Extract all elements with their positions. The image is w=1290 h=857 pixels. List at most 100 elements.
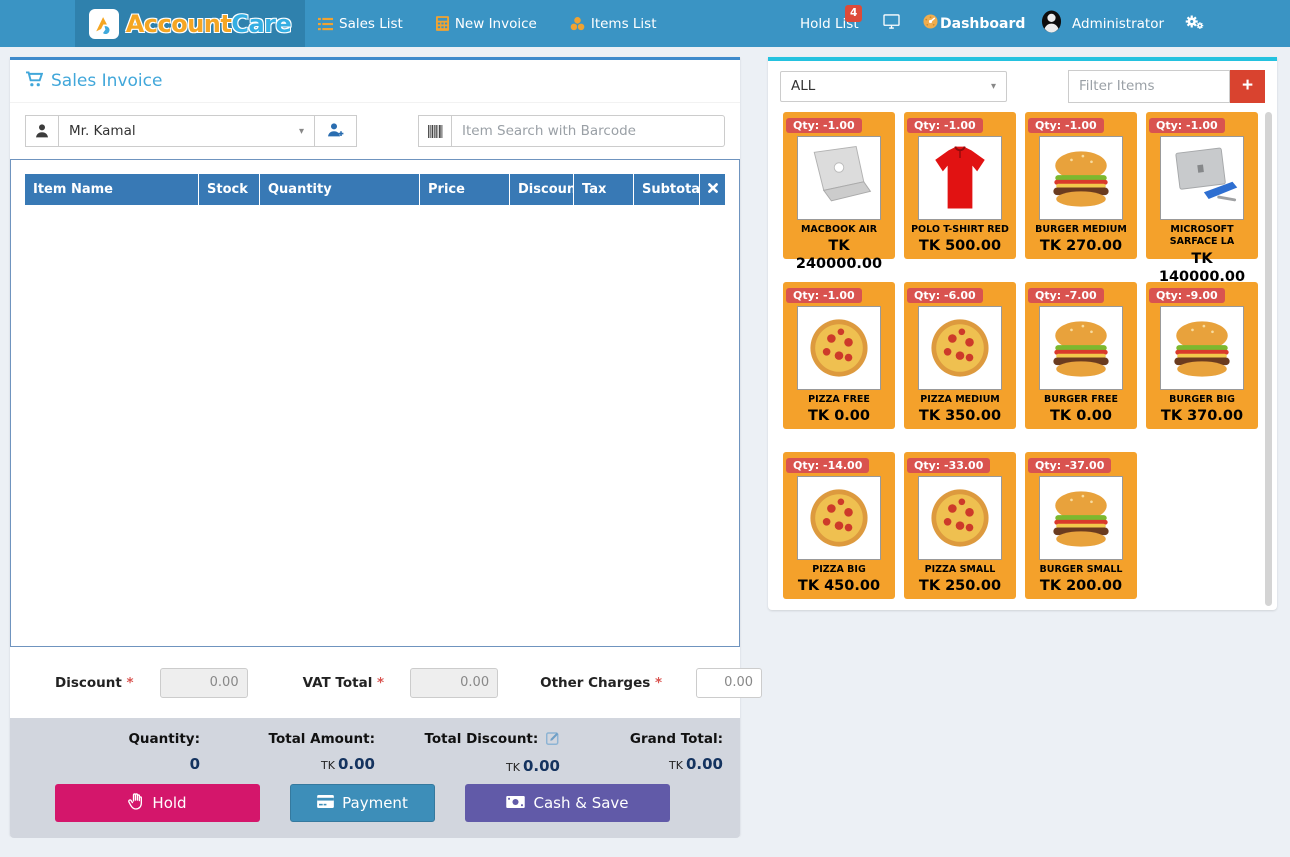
nav-hold-list[interactable]: Hold List bbox=[800, 0, 859, 47]
chevron-down-icon: ▾ bbox=[990, 80, 996, 92]
col-header-discount: Discount bbox=[510, 174, 582, 205]
nav-new-invoice[interactable]: New Invoice bbox=[435, 15, 537, 32]
item-qty-badge: Qty: -1.00 bbox=[786, 288, 862, 303]
edit-discount-icon[interactable] bbox=[545, 731, 560, 749]
nav-items-list[interactable]: Items List bbox=[569, 15, 657, 32]
barcode-search-input[interactable] bbox=[452, 115, 725, 147]
total-discount-label: Total Discount: bbox=[424, 731, 539, 747]
burger-medium-image bbox=[1039, 136, 1123, 220]
accountcare-logo-icon bbox=[88, 8, 119, 39]
category-select[interactable]: ALL ▾ bbox=[780, 70, 1007, 102]
chevron-down-icon: ▾ bbox=[298, 125, 304, 137]
item-price: TK 370.00 bbox=[1160, 408, 1244, 425]
cash-icon bbox=[506, 794, 526, 812]
grand-total-label: Grand Total: bbox=[629, 731, 723, 747]
cash-save-button-label: Cash & Save bbox=[533, 794, 629, 812]
vat-total-input bbox=[410, 667, 499, 698]
avatar bbox=[1041, 10, 1062, 37]
col-header-subtotal: Subtotal bbox=[634, 174, 705, 205]
cash-save-button[interactable]: Cash & Save bbox=[465, 784, 670, 822]
item-price: TK 140000.00 bbox=[1158, 250, 1246, 285]
item-card[interactable]: Qty: -1.00 MICROSOFT SARFACE LA TK 14000… bbox=[1146, 112, 1258, 285]
item-card[interactable]: Qty: -9.00 BURGER BIG TK 370.00 bbox=[1146, 282, 1258, 429]
customer-select[interactable]: Mr. Kamal ▾ bbox=[59, 115, 315, 147]
add-item-button[interactable]: + bbox=[1230, 69, 1265, 103]
hold-button-label: Hold bbox=[152, 794, 187, 812]
item-card[interactable]: Qty: -1.00 MACBOOK AIR TK 240000.00 bbox=[783, 112, 895, 272]
item-card[interactable]: Qty: -1.00 POLO T-SHIRT RED TK 500.00 bbox=[904, 112, 1016, 259]
page-title: Sales Invoice bbox=[51, 71, 163, 91]
total-amount-value: 0.00 bbox=[337, 755, 375, 773]
brand-logo[interactable]: AccountCare bbox=[75, 0, 305, 47]
credit-card-icon bbox=[317, 794, 335, 812]
add-customer-button[interactable] bbox=[315, 115, 357, 147]
pos-screen-button[interactable] bbox=[883, 0, 900, 47]
item-name: POLO T-SHIRT RED bbox=[911, 224, 1009, 235]
col-header-item-name: Item Name bbox=[25, 174, 199, 205]
total-amount-label: Total Amount: bbox=[268, 731, 375, 747]
category-selected-value: ALL bbox=[791, 78, 816, 94]
customer-selected-value: Mr. Kamal bbox=[69, 123, 136, 139]
item-card[interactable]: Qty: -1.00 BURGER MEDIUM TK 270.00 bbox=[1025, 112, 1137, 259]
quantity-label: Quantity: bbox=[128, 731, 200, 747]
item-card[interactable]: Qty: -1.00 PIZZA FREE TK 0.00 bbox=[783, 282, 895, 429]
panel-title-row: Sales Invoice bbox=[10, 60, 740, 103]
hold-button[interactable]: Hold bbox=[55, 784, 260, 822]
item-price: TK 270.00 bbox=[1039, 238, 1123, 255]
nav-new-invoice-label: New Invoice bbox=[454, 15, 537, 32]
brand-text: AccountCare bbox=[125, 9, 292, 38]
nav-dashboard[interactable]: Dashboard bbox=[923, 0, 1025, 47]
item-card[interactable]: Qty: -6.00 PIZZA MEDIUM TK 350.00 bbox=[904, 282, 1016, 429]
item-price: TK 0.00 bbox=[1050, 408, 1112, 425]
nav-dashboard-label: Dashboard bbox=[940, 15, 1026, 32]
other-charges-input[interactable] bbox=[696, 667, 763, 698]
person-plus-icon bbox=[327, 122, 344, 141]
items-scrollbar[interactable] bbox=[1265, 112, 1272, 606]
nav-sales-list[interactable]: Sales List bbox=[318, 16, 403, 32]
nav-items-list-label: Items List bbox=[590, 15, 657, 32]
invoice-summary-bar: Quantity: 0 Total Amount: TK 0.00 Total D… bbox=[10, 718, 740, 838]
item-qty-badge: Qty: -1.00 bbox=[1028, 118, 1104, 133]
item-name: BURGER MEDIUM bbox=[1035, 224, 1127, 235]
dashboard-gauge-icon bbox=[923, 14, 938, 33]
item-price: TK 200.00 bbox=[1039, 578, 1123, 595]
hand-icon bbox=[128, 792, 144, 814]
item-card[interactable]: Qty: -33.00 PIZZA SMALL TK 250.00 bbox=[904, 452, 1016, 599]
cart-icon bbox=[25, 70, 44, 92]
burger-free-image bbox=[1039, 306, 1123, 390]
item-name: BURGER BIG bbox=[1169, 394, 1235, 405]
settings-menu[interactable] bbox=[1184, 0, 1204, 47]
nav-sales-list-label: Sales List bbox=[339, 15, 403, 32]
col-header-quantity: Quantity bbox=[260, 174, 420, 205]
item-name: PIZZA MEDIUM bbox=[920, 394, 1000, 405]
charges-row: Discount * VAT Total * Other Charges * bbox=[10, 647, 763, 718]
user-menu[interactable]: Administrator bbox=[1041, 0, 1164, 47]
item-qty-badge: Qty: -37.00 bbox=[1028, 458, 1112, 473]
grand-total-value: 0.00 bbox=[685, 755, 723, 773]
list-icon bbox=[318, 17, 333, 31]
pizza-free-image bbox=[797, 306, 881, 390]
clear-all-button[interactable] bbox=[700, 174, 725, 205]
microsoft-sarface-la-image bbox=[1160, 136, 1244, 220]
payment-button[interactable]: Payment bbox=[290, 784, 435, 822]
item-price: TK 240000.00 bbox=[795, 238, 883, 273]
item-name: PIZZA SMALL bbox=[924, 564, 996, 575]
item-card[interactable]: Qty: -7.00 BURGER FREE TK 0.00 bbox=[1025, 282, 1137, 429]
barcode-icon bbox=[418, 115, 452, 147]
pizza-small-image bbox=[918, 476, 1002, 560]
discount-input bbox=[159, 667, 248, 698]
item-card[interactable]: Qty: -37.00 BURGER SMALL TK 200.00 bbox=[1025, 452, 1137, 599]
item-qty-badge: Qty: -1.00 bbox=[1149, 118, 1225, 133]
item-card[interactable]: Qty: -14.00 PIZZA BIG TK 450.00 bbox=[783, 452, 895, 599]
person-icon bbox=[25, 115, 59, 147]
item-price: TK 450.00 bbox=[797, 578, 881, 595]
item-name: BURGER SMALL bbox=[1039, 564, 1123, 575]
item-name: BURGER FREE bbox=[1044, 394, 1118, 405]
filter-items-input[interactable] bbox=[1068, 69, 1230, 103]
item-price: TK 500.00 bbox=[918, 238, 1002, 255]
items-grid: Qty: -1.00 MACBOOK AIR TK 240000.00 Qty:… bbox=[783, 112, 1258, 599]
discount-label: Discount bbox=[55, 674, 122, 691]
other-charges-label: Other Charges bbox=[540, 674, 651, 691]
cogs-icon bbox=[1184, 13, 1204, 34]
hold-list-count-badge: 4 bbox=[845, 5, 863, 22]
